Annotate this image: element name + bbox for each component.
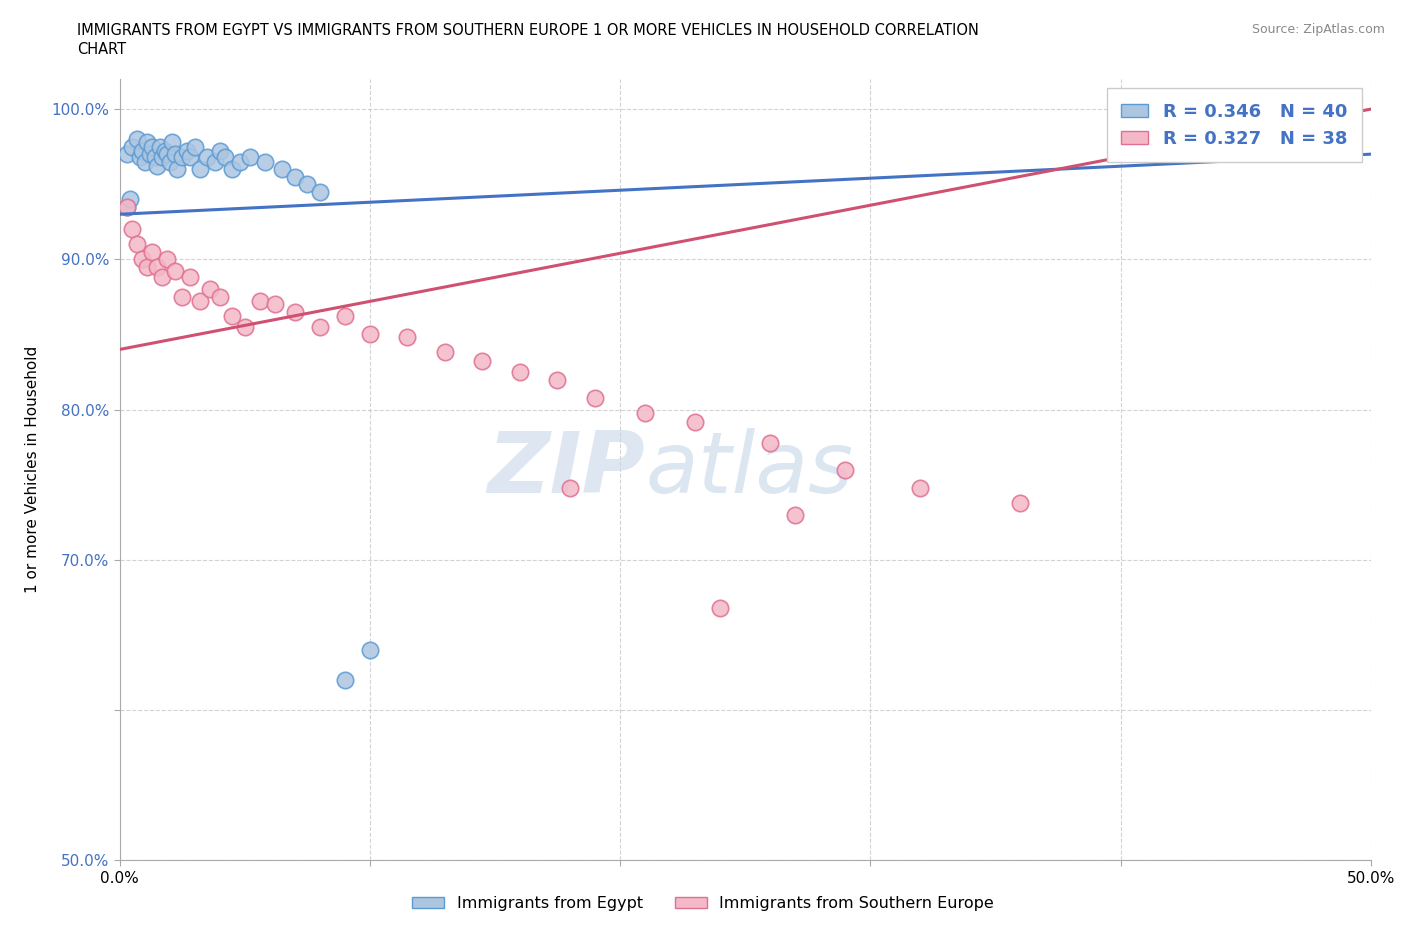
Point bbox=[308, 184, 330, 199]
Point bbox=[188, 162, 211, 177]
Point bbox=[163, 147, 186, 162]
Point bbox=[284, 169, 307, 184]
Point bbox=[204, 154, 226, 169]
Point bbox=[208, 144, 231, 159]
Point bbox=[118, 192, 141, 206]
Point bbox=[239, 150, 262, 165]
Point bbox=[121, 140, 143, 154]
Legend: R = 0.346   N = 40, R = 0.327   N = 38: R = 0.346 N = 40, R = 0.327 N = 38 bbox=[1107, 88, 1362, 162]
Point bbox=[546, 372, 568, 387]
Text: CHART: CHART bbox=[77, 42, 127, 57]
Point bbox=[759, 435, 782, 450]
Point bbox=[188, 294, 211, 309]
Point bbox=[143, 150, 166, 165]
Text: Source: ZipAtlas.com: Source: ZipAtlas.com bbox=[1251, 23, 1385, 36]
Point bbox=[159, 154, 181, 169]
Point bbox=[263, 297, 285, 312]
Point bbox=[221, 309, 243, 324]
Point bbox=[131, 252, 153, 267]
Point bbox=[683, 414, 706, 429]
Point bbox=[1010, 496, 1032, 511]
Point bbox=[509, 365, 531, 379]
Point bbox=[134, 154, 156, 169]
Point bbox=[333, 309, 356, 324]
Text: IMMIGRANTS FROM EGYPT VS IMMIGRANTS FROM SOUTHERN EUROPE 1 OR MORE VEHICLES IN H: IMMIGRANTS FROM EGYPT VS IMMIGRANTS FROM… bbox=[77, 23, 979, 38]
Point bbox=[163, 264, 186, 279]
Point bbox=[179, 270, 201, 285]
Point bbox=[160, 135, 183, 150]
Point bbox=[156, 147, 179, 162]
Point bbox=[115, 199, 138, 214]
Point bbox=[125, 132, 148, 147]
Point bbox=[150, 150, 173, 165]
Point bbox=[834, 462, 856, 477]
Y-axis label: 1 or more Vehicles in Household: 1 or more Vehicles in Household bbox=[25, 346, 39, 593]
Point bbox=[634, 405, 657, 420]
Point bbox=[284, 304, 307, 319]
Point bbox=[146, 259, 169, 274]
Point bbox=[253, 154, 276, 169]
Point bbox=[150, 270, 173, 285]
Point bbox=[359, 327, 381, 342]
Point bbox=[333, 672, 356, 687]
Point bbox=[221, 162, 243, 177]
Point bbox=[128, 150, 150, 165]
Point bbox=[115, 147, 138, 162]
Point bbox=[125, 237, 148, 252]
Point bbox=[136, 259, 159, 274]
Point bbox=[195, 150, 218, 165]
Point bbox=[249, 294, 271, 309]
Point bbox=[910, 480, 932, 495]
Point bbox=[141, 245, 163, 259]
Point bbox=[433, 345, 456, 360]
Point bbox=[172, 150, 194, 165]
Point bbox=[583, 390, 606, 405]
Point bbox=[115, 199, 138, 214]
Point bbox=[183, 140, 205, 154]
Point bbox=[136, 135, 159, 150]
Point bbox=[198, 282, 221, 297]
Text: ZIP: ZIP bbox=[488, 428, 645, 512]
Point bbox=[138, 147, 160, 162]
Point bbox=[271, 162, 294, 177]
Point bbox=[214, 150, 236, 165]
Point bbox=[709, 601, 731, 616]
Point bbox=[179, 150, 201, 165]
Point bbox=[121, 222, 143, 237]
Point bbox=[785, 507, 807, 522]
Point bbox=[141, 140, 163, 154]
Point bbox=[228, 154, 250, 169]
Point bbox=[297, 177, 319, 192]
Point bbox=[308, 320, 330, 335]
Legend: Immigrants from Egypt, Immigrants from Southern Europe: Immigrants from Egypt, Immigrants from S… bbox=[405, 890, 1001, 917]
Point bbox=[208, 289, 231, 304]
Point bbox=[156, 252, 179, 267]
Point bbox=[471, 354, 494, 369]
Point bbox=[146, 159, 169, 174]
Point bbox=[176, 144, 198, 159]
Point bbox=[233, 320, 256, 335]
Point bbox=[148, 140, 170, 154]
Point bbox=[131, 144, 153, 159]
Point bbox=[172, 289, 194, 304]
Point bbox=[396, 330, 419, 345]
Point bbox=[153, 144, 176, 159]
Point bbox=[558, 480, 581, 495]
Text: atlas: atlas bbox=[645, 428, 853, 512]
Point bbox=[359, 643, 381, 658]
Point bbox=[166, 162, 188, 177]
